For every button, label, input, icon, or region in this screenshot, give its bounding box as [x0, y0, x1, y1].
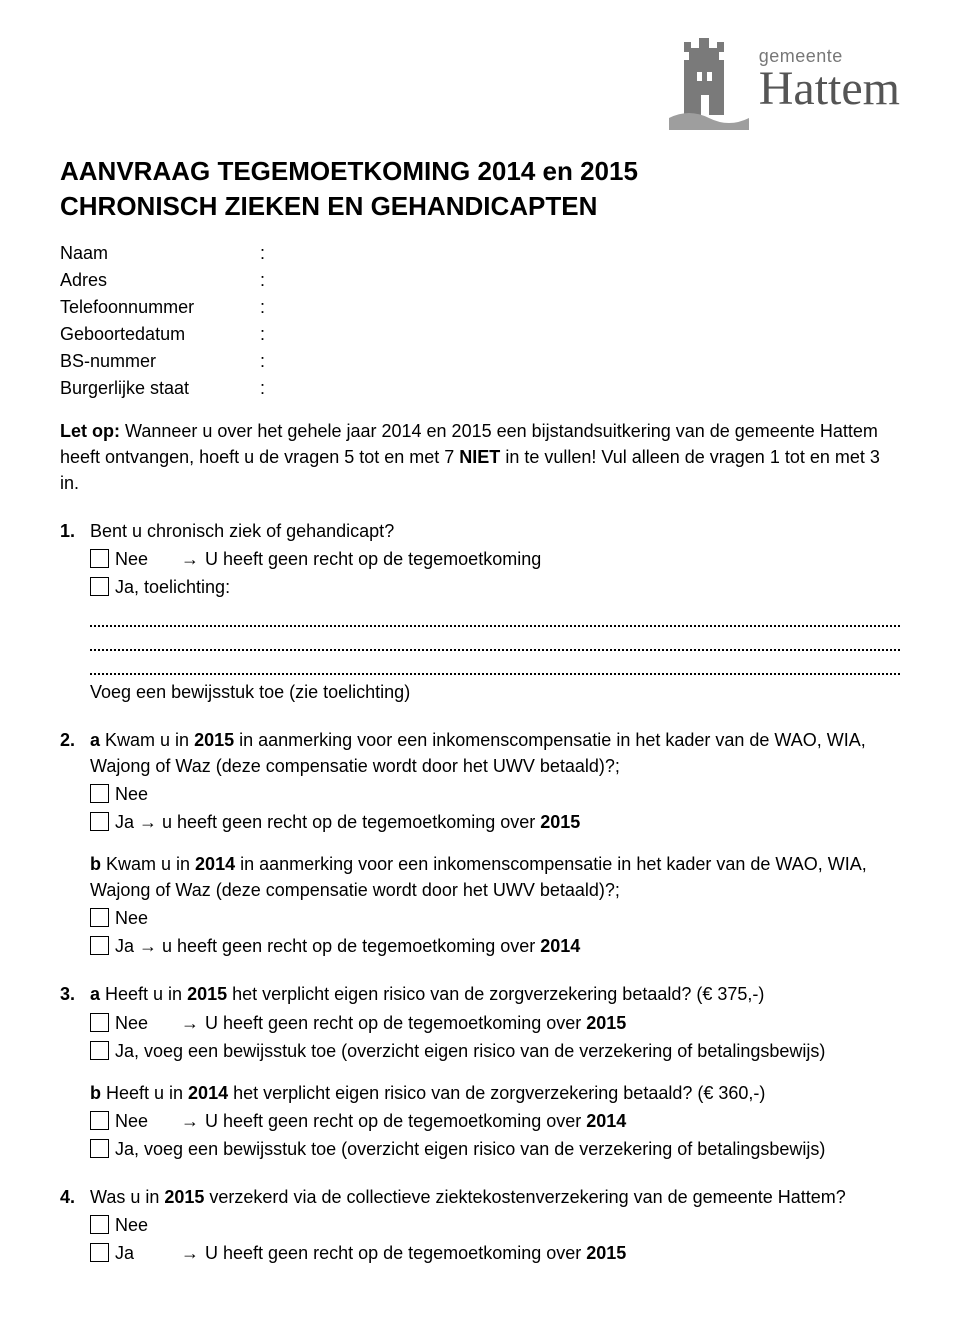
q2a-year: 2015 [194, 730, 234, 750]
question-2: 2. a Kwam u in 2015 in aanmerking voor e… [60, 727, 900, 960]
question-number: 1. [60, 518, 90, 704]
q3a-text: a Heeft u in 2015 het verplicht eigen ri… [90, 981, 900, 1007]
q4-year: 2015 [164, 1187, 204, 1207]
hattem-logo: gemeente Hattem [669, 30, 900, 130]
field-label: Burgerlijke staat [60, 375, 260, 402]
q1-ja-checkbox[interactable] [90, 577, 109, 596]
question-1: 1. Bent u chronisch ziek of gehandicapt?… [60, 518, 900, 704]
q4-ja-result-year: 2015 [586, 1243, 626, 1263]
arrow-icon: → [175, 1108, 205, 1134]
q3b-nee-result: U heeft geen recht op de tegemoetkoming … [205, 1108, 626, 1134]
intro-paragraph: Let op: Wanneer u over het gehele jaar 2… [60, 418, 900, 496]
q3b-lead: b [90, 1083, 101, 1103]
q2b-ja-checkbox[interactable] [90, 936, 109, 955]
q2b-text: b Kwam u in 2014 in aanmerking voor een … [90, 851, 900, 903]
q1-nee-checkbox[interactable] [90, 549, 109, 568]
q4-ja-label: Ja [115, 1240, 175, 1266]
arrow-icon: → [175, 546, 205, 572]
q3a-nee-result: U heeft geen recht op de tegemoetkoming … [205, 1010, 626, 1036]
q3b-before: Heeft u in [101, 1083, 188, 1103]
arrow-icon: → [175, 1010, 205, 1036]
q3b-nee-result-text: U heeft geen recht op de tegemoetkoming … [205, 1111, 586, 1131]
q1-text: Bent u chronisch ziek of gehandicapt? [90, 518, 900, 544]
q2a-lead: a [90, 730, 100, 750]
q2a-ja-label: Ja → u heeft geen recht op de tegemoetko… [115, 809, 900, 835]
q4-ja-result: U heeft geen recht op de tegemoetkoming … [205, 1240, 626, 1266]
q3b-ja-label: Ja, voeg een bewijsstuk toe (overzicht e… [115, 1136, 900, 1162]
q3b-nee-result-year: 2014 [586, 1111, 626, 1131]
q3b-ja-checkbox[interactable] [90, 1139, 109, 1158]
q3a-nee-result-text: U heeft geen recht op de tegemoetkoming … [205, 1013, 586, 1033]
q1-ja-label: Ja, toelichting: [115, 574, 900, 600]
q4-text: Was u in 2015 verzekerd via de collectie… [90, 1184, 900, 1210]
q3b-nee-checkbox[interactable] [90, 1111, 109, 1130]
q2b-lead: b [90, 854, 101, 874]
q3a-after: het verplicht eigen risico van de zorgve… [227, 984, 764, 1004]
q3a-ja-checkbox[interactable] [90, 1041, 109, 1060]
field-label: BS-nummer [60, 348, 260, 375]
q2a-text: a Kwam u in 2015 in aanmerking voor een … [90, 727, 900, 779]
q2b-nee-label: Nee [115, 905, 900, 931]
field-colon: : [260, 240, 270, 267]
q2b-before: Kwam u in [101, 854, 195, 874]
logo-big-text: Hattem [759, 65, 900, 113]
field-label: Naam [60, 240, 260, 267]
question-4: 4. Was u in 2015 verzekerd via de collec… [60, 1184, 900, 1266]
q3a-year: 2015 [187, 984, 227, 1004]
field-label: Adres [60, 267, 260, 294]
q1-voeg: Voeg een bewijsstuk toe (zie toelichting… [90, 679, 900, 705]
tower-icon [669, 30, 749, 130]
page-title-line2: CHRONISCH ZIEKEN EN GEHANDICAPTEN [60, 190, 900, 223]
q1-dotted-lines[interactable] [90, 603, 900, 675]
intro-lead: Let op: [60, 421, 120, 441]
q2a-ja-year: 2015 [540, 812, 580, 832]
q3a-nee-checkbox[interactable] [90, 1013, 109, 1032]
q3a-nee-label: Nee [115, 1010, 175, 1036]
q3a-lead: a [90, 984, 100, 1004]
q2a-nee-checkbox[interactable] [90, 784, 109, 803]
q4-ja-checkbox[interactable] [90, 1243, 109, 1262]
q2b-ja-label: Ja → u heeft geen recht op de tegemoetko… [115, 933, 900, 959]
q3b-year: 2014 [188, 1083, 228, 1103]
q4-after: verzekerd via de collectieve ziektekoste… [204, 1187, 845, 1207]
q1-nee-label: Nee [115, 546, 175, 572]
personal-fields: Naam: Adres: Telefoonnummer: Geboortedat… [60, 240, 900, 402]
q3a-before: Heeft u in [100, 984, 187, 1004]
q2a-nee-label: Nee [115, 781, 900, 807]
field-colon: : [260, 294, 270, 321]
q2a-ja-text: Ja → u heeft geen recht op de tegemoetko… [115, 812, 540, 832]
question-3: 3. a Heeft u in 2015 het verplicht eigen… [60, 981, 900, 1162]
field-colon: : [260, 348, 270, 375]
q2b-nee-checkbox[interactable] [90, 908, 109, 927]
q4-nee-label: Nee [115, 1212, 900, 1238]
q1-nee-result: U heeft geen recht op de tegemoetkoming [205, 546, 541, 572]
field-label: Telefoonnummer [60, 294, 260, 321]
q2b-ja-text: Ja → u heeft geen recht op de tegemoetko… [115, 936, 540, 956]
q3b-after: het verplicht eigen risico van de zorgve… [228, 1083, 765, 1103]
q2b-year: 2014 [195, 854, 235, 874]
q3a-nee-result-year: 2015 [586, 1013, 626, 1033]
q2a-before: Kwam u in [100, 730, 194, 750]
q2a-ja-checkbox[interactable] [90, 812, 109, 831]
field-colon: : [260, 321, 270, 348]
q3b-text: b Heeft u in 2014 het verplicht eigen ri… [90, 1080, 900, 1106]
field-label: Geboortedatum [60, 321, 260, 348]
header-logo-row: gemeente Hattem [60, 30, 900, 130]
field-colon: : [260, 267, 270, 294]
question-number: 2. [60, 727, 90, 960]
intro-niet: NIET [459, 447, 500, 467]
q3a-ja-label: Ja, voeg een bewijsstuk toe (overzicht e… [115, 1038, 900, 1064]
page-title-line1: AANVRAAG TEGEMOETKOMING 2014 en 2015 [60, 155, 900, 188]
q4-before: Was u in [90, 1187, 164, 1207]
q2b-ja-year: 2014 [540, 936, 580, 956]
question-number: 4. [60, 1184, 90, 1266]
field-colon: : [260, 375, 270, 402]
arrow-icon: → [175, 1240, 205, 1266]
question-number: 3. [60, 981, 90, 1162]
q4-nee-checkbox[interactable] [90, 1215, 109, 1234]
q3b-nee-label: Nee [115, 1108, 175, 1134]
q4-ja-result-text: U heeft geen recht op de tegemoetkoming … [205, 1243, 586, 1263]
